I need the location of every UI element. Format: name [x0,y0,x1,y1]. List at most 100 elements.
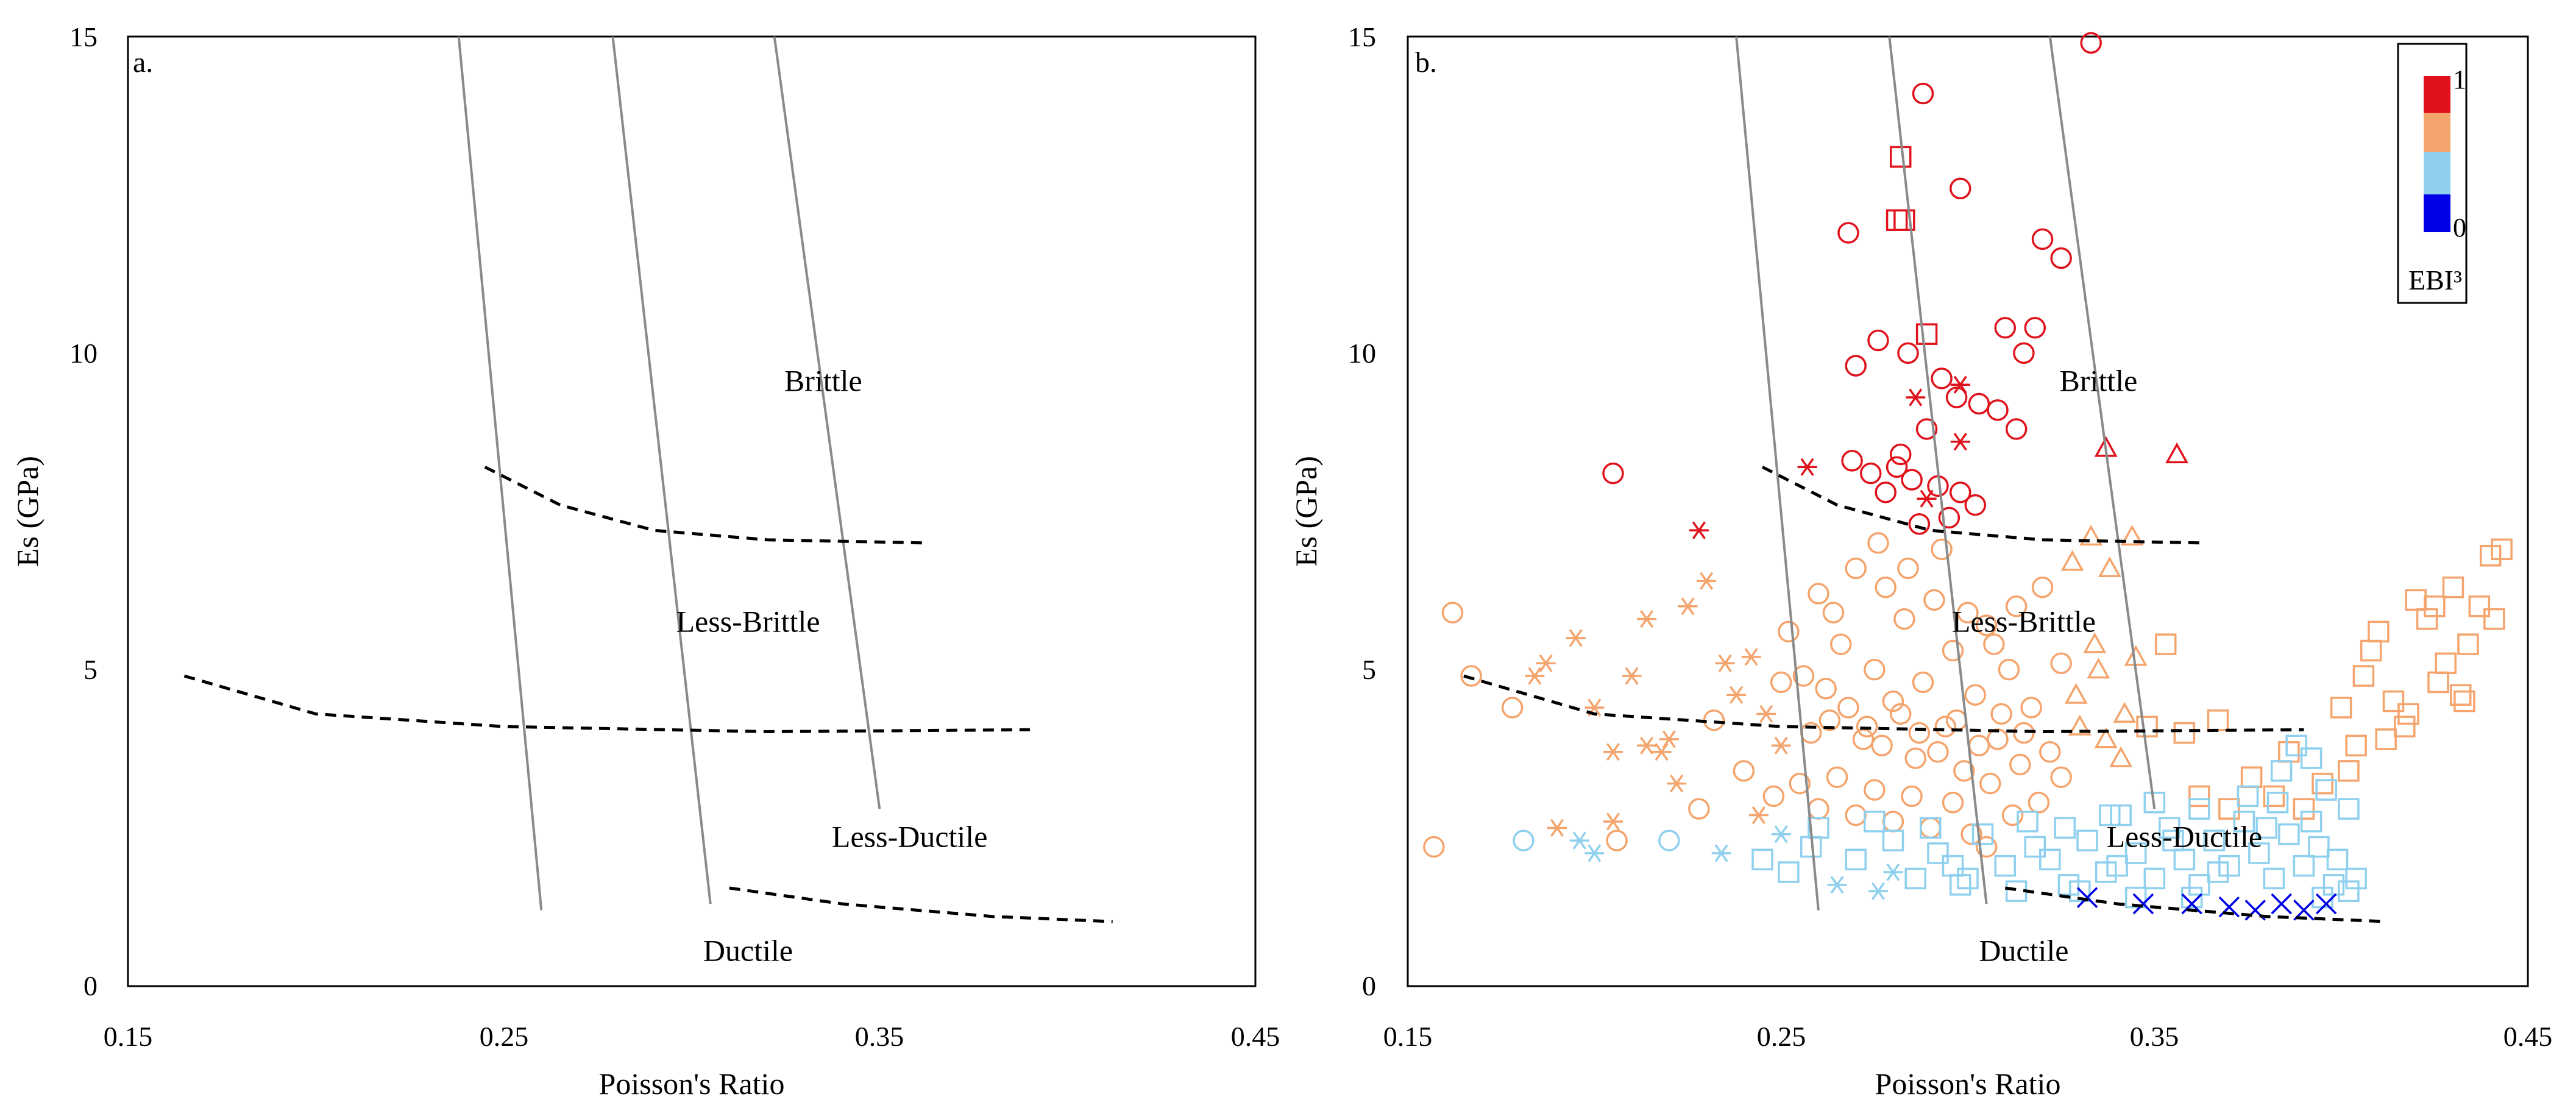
point-s1-5 [1566,629,1586,647]
point-s1-84 [2109,746,2133,767]
point-s1-41 [1975,614,1998,636]
y-tick-label-2: 10 [1348,338,1376,369]
point-s1-15 [1547,819,1567,837]
point-s1-47 [1789,772,1811,795]
point-s2-9 [1845,848,1867,871]
point-s1-65 [1889,703,1912,725]
plot-area-frame [127,35,1257,987]
solid-boundary-2 [773,36,881,809]
point-s1-101 [2360,639,2382,662]
point-s1-49 [1826,766,1848,788]
point-s0-1 [1886,209,1908,231]
point-s2-10 [1868,882,1888,900]
point-s1-37 [1934,716,1956,737]
point-s2-64 [2207,861,2229,883]
point-s2-68 [2345,867,2367,890]
point-s2-50 [2312,886,2333,909]
point-s2-54 [1957,867,1979,890]
point-s2-48 [2270,760,2293,782]
y-tick-label-3: 15 [69,21,98,52]
point-s1-136 [1637,736,1657,755]
point-s1-23 [1778,620,1800,643]
point-s1-81 [2113,702,2137,723]
point-s1-53 [1901,785,1923,808]
point-s1-26 [1818,709,1841,731]
point-s1-118 [2375,728,2397,750]
point-s1-13 [1715,654,1735,672]
point-s1-22 [1771,736,1791,755]
point-s1-40 [1964,684,1987,706]
point-s1-79 [2087,658,2110,679]
region-label-3: Ductile [1979,933,2068,967]
point-s2-25 [2159,817,2180,839]
x-tick-label-3: 0.45 [1231,1021,1280,1052]
point-s2-42 [2143,792,2166,814]
point-s2-17 [2017,811,2038,833]
point-s2-52 [2124,886,2147,909]
x-tick-label-1: 0.25 [1757,1021,1806,1052]
point-s1-89 [2207,709,2229,731]
point-s2-67 [2326,848,2349,871]
point-s1-114 [2483,608,2505,630]
point-s1-58 [2001,804,2024,826]
point-s1-93 [2278,741,2300,763]
point-s0-38 [1602,462,1624,485]
point-s2-23 [2124,842,2147,864]
point-s1-72 [2039,741,2061,763]
point-s1-131 [2050,652,2072,675]
y-tick-label-0: 0 [1362,970,1376,1001]
point-s1-80 [2064,683,2088,704]
point-s1-103 [2394,716,2416,737]
point-s1-61 [1815,678,1837,700]
point-s1-76 [2079,524,2103,546]
point-s0-33 [1964,494,1987,516]
point-s0-36 [1797,458,1817,476]
dashed-boundary-3 [1761,466,2204,545]
point-s1-135 [1667,775,1687,793]
point-s1-28 [1845,557,1867,580]
point-s1-95 [2312,772,2333,795]
point-s1-36 [1923,589,1945,611]
solid-boundary-0 [1735,36,1820,911]
point-s0-25 [1889,443,1912,466]
point-s0-13 [1931,368,1953,389]
point-s2-37 [2338,798,2360,820]
panel-label: b. [1415,46,1437,79]
point-s1-24 [1792,665,1815,687]
point-s2-20 [2076,829,2098,851]
point-s1-34 [1904,747,1926,769]
point-s1-111 [2468,595,2491,617]
point-s2-35 [2308,836,2330,858]
point-s1-43 [1998,658,2020,681]
point-s1-0 [1441,602,1464,623]
point-s2-33 [2278,823,2300,845]
point-s2-16 [1994,854,2017,877]
point-s1-108 [2442,576,2464,599]
point-s1-109 [2449,684,2472,706]
point-s2-61 [2005,880,2028,902]
point-s2-5 [1751,848,1773,871]
point-s2-21 [2095,861,2117,883]
point-s2-46 [2285,734,2307,757]
point-s1-55 [1942,792,1964,814]
point-s0-15 [1994,317,2017,339]
point-s0-17 [2013,342,2035,364]
point-s1-62 [1837,697,1859,719]
point-s0-0 [1837,222,1859,244]
point-s1-112 [2479,544,2502,567]
point-s1-35 [1912,671,1934,694]
x-tick-label-0: 0.15 [1383,1021,1433,1052]
point-s2-36 [2322,874,2345,896]
point-s2-44 [2054,817,2076,839]
point-s2-58 [1771,825,1791,844]
point-s1-25 [1808,583,1829,605]
legend-swatch-low [2424,194,2450,232]
point-s1-105 [2416,608,2438,630]
point-s0-21 [1950,375,1970,394]
point-s1-19 [1726,686,1747,704]
point-s3-7 [2315,893,2337,915]
point-s1-73 [2068,714,2092,736]
point-s1-63 [1856,716,1878,737]
point-s0-6 [2031,228,2054,250]
